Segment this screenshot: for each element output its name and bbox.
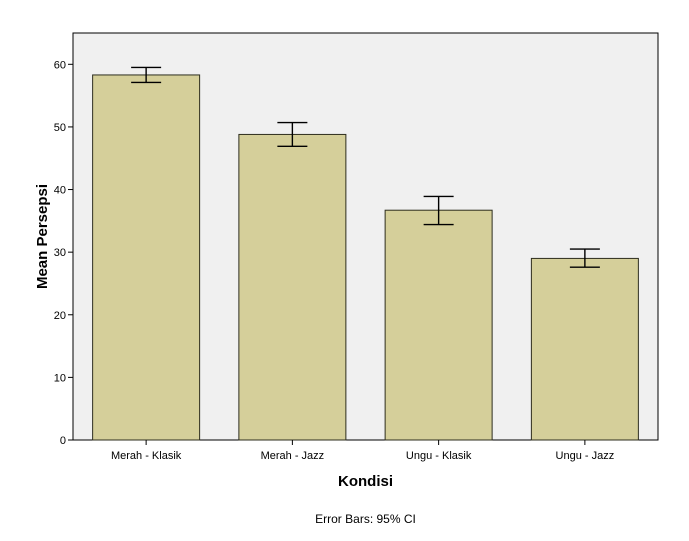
y-tick-label-1: 10 <box>54 372 66 384</box>
y-tick-label-2: 20 <box>54 310 66 322</box>
x-tick-label-3: Ungu - Jazz <box>556 450 615 462</box>
y-tick-label-5: 50 <box>54 122 66 134</box>
error-bars-note: Error Bars: 95% CI <box>315 512 416 526</box>
y-tick-label-0: 0 <box>60 435 66 447</box>
bar-0 <box>92 74 201 441</box>
y-tick-label-6: 60 <box>54 59 66 71</box>
bar-2 <box>384 209 493 441</box>
y-axis-title: Mean Persepsi <box>34 184 51 289</box>
bar-3 <box>530 257 639 441</box>
x-axis-title: Kondisi <box>338 473 393 490</box>
y-axis: 0 10 20 30 40 50 60 <box>54 59 73 447</box>
x-axis: Merah - Klasik Merah - Jazz Ungu - Klasik U… <box>111 440 614 462</box>
y-tick-label-3: 30 <box>54 247 66 259</box>
x-tick-label-2: Ungu - Klasik <box>406 450 472 462</box>
x-tick-label-0: Merah - Klasik <box>111 450 182 462</box>
y-tick-label-4: 40 <box>54 185 66 197</box>
error-bars-layer <box>131 66 600 268</box>
bar-1 <box>238 133 347 441</box>
x-tick-label-1: Merah - Jazz <box>261 450 325 462</box>
